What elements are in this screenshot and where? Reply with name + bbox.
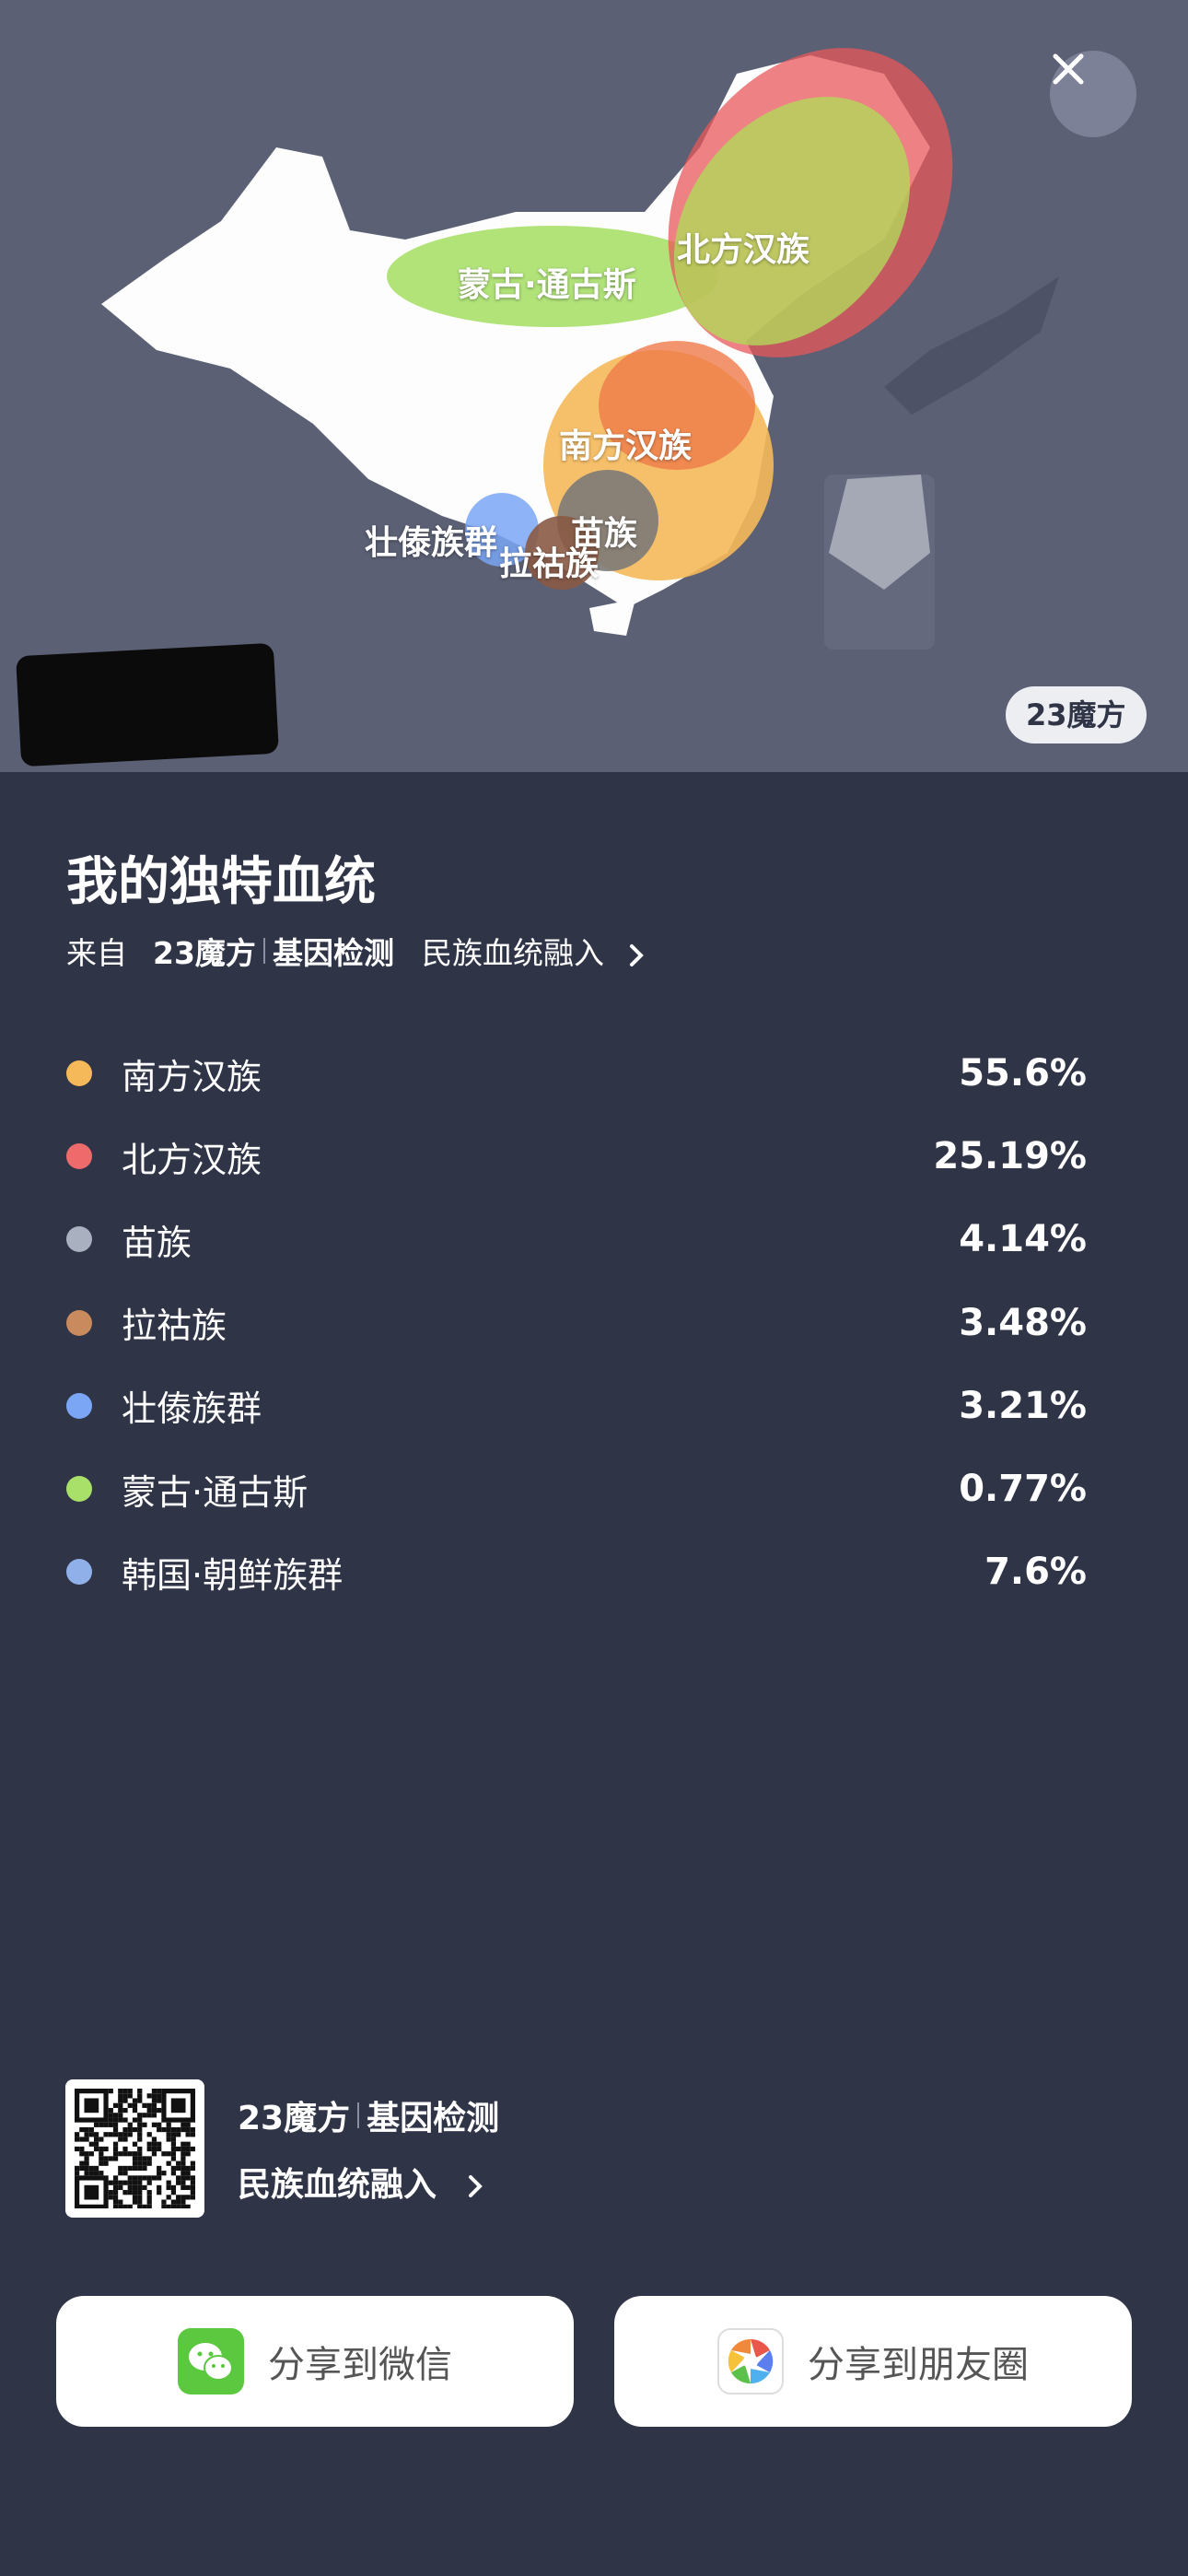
color-dot bbox=[66, 1309, 92, 1336]
color-dot bbox=[66, 1060, 92, 1087]
ancestry-name: 拉祜族 bbox=[122, 1306, 227, 1347]
color-dot bbox=[66, 1559, 92, 1586]
moments-icon bbox=[717, 2328, 784, 2395]
share-wechat-button[interactable]: 分享到微信 bbox=[56, 2296, 574, 2427]
ancestry-item: 韩国·朝鲜族群 7.6% bbox=[66, 1530, 1087, 1613]
ancestry-name: 苗族 bbox=[122, 1222, 192, 1263]
chevron-right-icon bbox=[630, 943, 645, 966]
divider bbox=[262, 938, 265, 964]
redacted-area bbox=[16, 642, 279, 767]
qr-code bbox=[65, 2079, 204, 2218]
ancestry-name: 蒙古·通古斯 bbox=[122, 1471, 309, 1513]
region-zhuang-dai bbox=[465, 493, 539, 567]
ancestry-item: 南方汉族 55.6% bbox=[66, 1032, 1087, 1115]
ancestry-percent: 4.14% bbox=[959, 1218, 1087, 1261]
color-dot bbox=[66, 1226, 92, 1253]
map-label-zhuang-dai: 壮傣族群 bbox=[365, 524, 498, 562]
chevron-right-icon bbox=[468, 2175, 483, 2197]
ancestry-item: 蒙古·通古斯 0.77% bbox=[66, 1447, 1087, 1530]
close-button[interactable] bbox=[1050, 51, 1136, 137]
qr-code-graphic bbox=[74, 2088, 196, 2210]
ancestry-name: 韩国·朝鲜族群 bbox=[122, 1554, 344, 1596]
region-mongolic bbox=[387, 226, 718, 327]
ancestry-item: 壮傣族群 3.21% bbox=[66, 1364, 1087, 1447]
from-label: 来自 bbox=[66, 935, 127, 971]
footer-brand-line: 23魔方 基因检测 bbox=[238, 2091, 499, 2139]
footer-ancestry-link[interactable]: 民族血统融入 bbox=[238, 2158, 489, 2206]
source-line: 来自 23魔方 基因检测 民族血统融入 bbox=[66, 929, 650, 973]
footer-service: 基因检测 bbox=[367, 2100, 500, 2137]
service-name: 基因检测 bbox=[272, 935, 394, 971]
brand-name: 23魔方 bbox=[153, 935, 256, 971]
brand-badge: 23魔方 bbox=[1006, 686, 1147, 744]
ancestry-name: 南方汉族 bbox=[122, 1056, 262, 1097]
ancestry-name: 北方汉族 bbox=[122, 1139, 262, 1180]
ancestry-percent: 25.19% bbox=[933, 1135, 1087, 1178]
map-label-mongolic: 蒙古·通古斯 bbox=[458, 266, 636, 304]
divider bbox=[357, 2102, 360, 2128]
ancestry-item: 拉祜族 3.48% bbox=[66, 1282, 1087, 1364]
page-title: 我的独特血统 bbox=[66, 852, 376, 912]
map-label-southern-han: 南方汉族 bbox=[559, 427, 693, 465]
map-label-miao: 苗族 bbox=[571, 515, 638, 553]
ancestry-item: 北方汉族 25.19% bbox=[66, 1115, 1087, 1198]
share-wechat-label: 分享到微信 bbox=[268, 2344, 452, 2386]
map-label-lahu: 拉祜族 bbox=[499, 545, 600, 583]
color-dot bbox=[66, 1143, 92, 1170]
wechat-icon bbox=[178, 2328, 244, 2395]
ancestry-link[interactable]: 民族血统融入 bbox=[422, 929, 651, 973]
share-moments-button[interactable]: 分享到朋友圈 bbox=[614, 2296, 1132, 2427]
footer-link-label: 民族血统融入 bbox=[238, 2166, 437, 2204]
ancestry-link-label: 民族血统融入 bbox=[421, 935, 604, 971]
color-dot bbox=[66, 1392, 92, 1419]
color-dot bbox=[66, 1476, 92, 1503]
ancestry-percent: 55.6% bbox=[959, 1052, 1087, 1095]
map-label-northern-han: 北方汉族 bbox=[677, 231, 810, 269]
ancestry-percent: 0.77% bbox=[959, 1468, 1087, 1511]
ancestry-name: 壮傣族群 bbox=[122, 1388, 262, 1430]
ancestry-list: 南方汉族 55.6% 北方汉族 25.19% 苗族 4.14% 拉祜族 3.48… bbox=[66, 1032, 1087, 1613]
ancestry-percent: 7.6% bbox=[984, 1551, 1087, 1594]
footer-brand: 23魔方 bbox=[238, 2100, 351, 2137]
map-graphic bbox=[101, 48, 1059, 650]
ancestry-item: 苗族 4.14% bbox=[66, 1198, 1087, 1281]
ancestry-percent: 3.21% bbox=[959, 1384, 1087, 1427]
ancestry-map: 蒙古·通古斯 北方汉族 南方汉族 苗族 壮傣族群 拉祜族 23魔方 bbox=[0, 0, 1188, 772]
region-lahu bbox=[525, 516, 599, 590]
ancestry-percent: 3.48% bbox=[959, 1301, 1087, 1344]
close-icon bbox=[1053, 53, 1084, 85]
share-moments-label: 分享到朋友圈 bbox=[808, 2344, 1029, 2386]
